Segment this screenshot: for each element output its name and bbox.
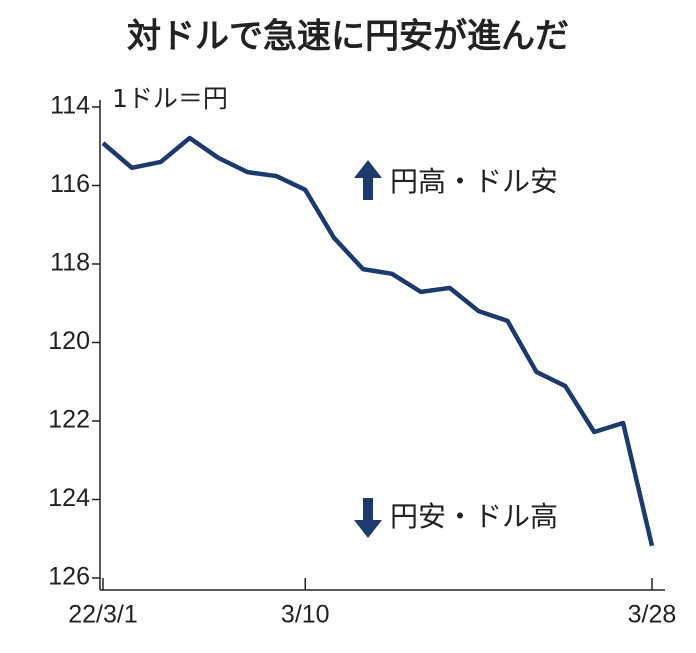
- y-tick-label: 116: [50, 170, 90, 198]
- annotation: 円高・ドル安: [390, 165, 558, 198]
- y-tick-label: 124: [48, 484, 90, 512]
- y-tick-label: 114: [50, 92, 90, 120]
- y-tick-label: 126: [48, 563, 90, 591]
- down-arrow: [354, 498, 382, 538]
- annotation: 円安・ドル高: [390, 500, 558, 533]
- y-tick-label: 118: [50, 249, 90, 277]
- x-tick-label: 22/3/1: [68, 601, 138, 629]
- line: [101, 135, 655, 547]
- unit-label: 1ドル＝円: [112, 84, 228, 113]
- up-arrow: [354, 160, 382, 200]
- x-tick-label: 3/10: [281, 601, 330, 629]
- y-tick-label: 122: [48, 406, 90, 434]
- chart-title: 対ドルで急速に円安が進んだ: [127, 17, 569, 57]
- x-tick-label: 3/28: [628, 601, 677, 629]
- y-tick-label: 120: [48, 327, 90, 355]
